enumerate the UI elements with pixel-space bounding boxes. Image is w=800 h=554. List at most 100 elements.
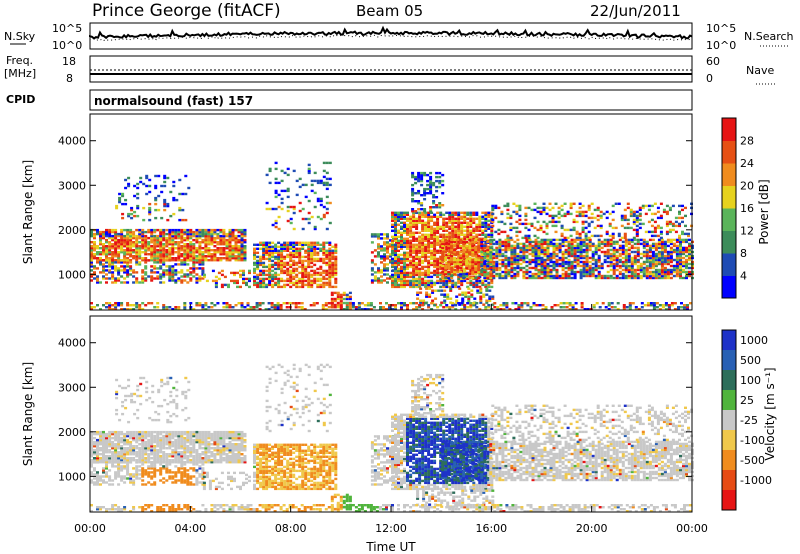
echo-cell <box>672 244 676 248</box>
echo-cell <box>316 283 320 287</box>
echo-cell <box>213 245 217 248</box>
echo-cell <box>433 255 437 259</box>
echo-cell <box>612 242 616 246</box>
echo-cell <box>102 304 105 307</box>
echo-cell <box>466 231 470 234</box>
echo-cell <box>319 197 323 201</box>
echo-cell <box>468 244 472 248</box>
echo-cell <box>623 236 627 240</box>
echo-cell <box>414 181 418 185</box>
echo-cell <box>256 273 260 277</box>
echo-cell <box>469 279 473 283</box>
echo-cell <box>504 268 508 272</box>
echo-cell <box>660 244 664 248</box>
echo-cell <box>418 271 422 275</box>
echo-cell <box>174 236 178 240</box>
echo-cell <box>456 262 460 266</box>
echo-cell <box>450 246 454 250</box>
echo-cell <box>139 176 143 180</box>
echo-cell <box>126 245 130 248</box>
echo-cell <box>403 227 406 230</box>
echo-cell <box>510 268 514 272</box>
echo-cell <box>334 267 338 271</box>
echo-cell <box>339 308 343 311</box>
echo-cell <box>437 289 441 292</box>
echo-cell <box>457 229 461 232</box>
echo-cell <box>268 283 272 287</box>
echo-cell <box>331 267 335 271</box>
echo-cell <box>611 204 615 208</box>
echo-cell <box>457 235 461 238</box>
echo-cell <box>435 189 439 193</box>
echo-cell <box>480 240 484 244</box>
echo-cell <box>183 243 187 246</box>
echo-cell <box>409 223 413 226</box>
echo-cell <box>313 227 317 231</box>
echo-cell <box>177 259 181 262</box>
echo-cell <box>457 277 461 281</box>
echo-cell <box>231 238 235 242</box>
echo-cell <box>682 240 685 244</box>
echo-cell <box>475 233 479 236</box>
echo-cell <box>539 210 543 214</box>
echo-cell <box>412 223 416 226</box>
echo-cell <box>328 255 332 259</box>
echo-cell <box>470 295 474 298</box>
echo-cell <box>286 271 290 275</box>
echo-cell <box>469 233 473 236</box>
echo-cell <box>642 238 646 242</box>
echo-cell <box>453 252 457 256</box>
echo-cell <box>334 247 338 250</box>
echo-cell <box>439 247 443 250</box>
echo-cell <box>265 173 269 177</box>
echo-cell <box>642 252 646 256</box>
echo-cell <box>534 240 538 244</box>
echo-cell <box>472 219 476 222</box>
echo-cell <box>330 306 334 309</box>
echo-cell <box>489 270 493 274</box>
echo-cell <box>534 264 538 268</box>
echo-cell <box>258 302 262 305</box>
echo-cell <box>555 276 559 280</box>
echo-cell <box>310 273 314 277</box>
echo-cell <box>334 285 338 289</box>
echo-cell <box>168 236 172 240</box>
echo-cell <box>561 244 565 248</box>
echo-cell <box>448 306 452 309</box>
echo-cell <box>669 238 673 242</box>
echo-cell <box>534 258 538 262</box>
echo-cell <box>210 255 214 258</box>
echo-cell <box>469 221 473 224</box>
echo-cell <box>420 175 424 179</box>
echo-cell <box>93 253 96 256</box>
echo-cell <box>213 255 217 258</box>
echo-cell <box>427 229 431 232</box>
echo-cell <box>334 251 338 254</box>
echo-cell <box>442 217 446 220</box>
echo-cell <box>391 269 394 273</box>
echo-cell <box>462 246 466 250</box>
echo-cell <box>366 302 370 305</box>
echo-cell <box>295 261 299 265</box>
echo-cell <box>162 281 166 284</box>
echo-cell <box>336 291 340 295</box>
echo-cell <box>561 254 565 258</box>
echo-cell <box>484 235 488 238</box>
echo-cell <box>492 260 496 264</box>
echo-cell <box>283 285 287 289</box>
echo-cell <box>424 215 428 218</box>
echo-cell <box>417 192 421 195</box>
echo-cell <box>421 233 425 236</box>
echo-cell <box>180 259 184 262</box>
echo-cell <box>495 272 499 276</box>
echo-cell <box>307 263 311 267</box>
echo-cell <box>525 250 529 254</box>
echo-cell <box>421 255 425 259</box>
echo-cell <box>504 246 508 250</box>
echo-cell <box>540 242 544 246</box>
echo-cell <box>394 306 397 309</box>
echo-cell <box>474 258 478 262</box>
echo-cell <box>480 238 484 242</box>
echo-cell <box>424 247 428 250</box>
echo-cell <box>679 260 682 264</box>
